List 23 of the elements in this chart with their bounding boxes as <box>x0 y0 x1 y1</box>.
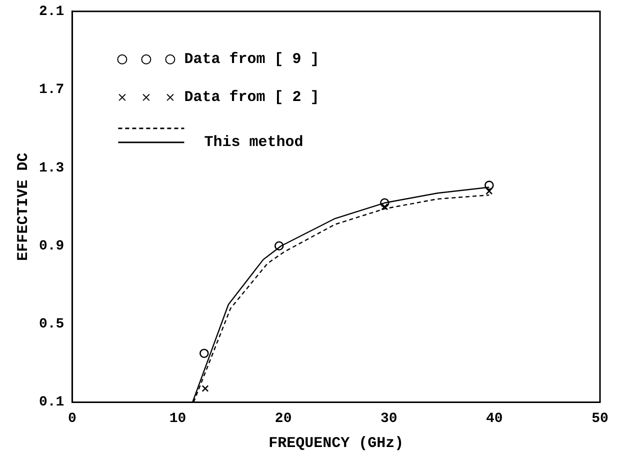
legend-label: This method <box>204 134 304 152</box>
legend-label: Data from [ 2 ] <box>184 89 320 106</box>
point <box>202 385 209 392</box>
y-tick-label: 2.1 <box>38 4 64 20</box>
y-tick-label: 1.3 <box>38 160 64 176</box>
point <box>200 348 209 358</box>
point <box>380 198 390 208</box>
x-tick-label: 10 <box>169 411 186 428</box>
point <box>381 203 388 210</box>
x-tick-label: 40 <box>486 411 503 428</box>
y-axis-title: EFFECTIVE DC <box>14 152 32 261</box>
legend-label: Data from [ 9 ] <box>184 51 320 68</box>
point <box>274 241 284 251</box>
x-tick-label: 20 <box>274 411 292 428</box>
x-tick-label: 0 <box>68 411 76 428</box>
x-tick-label: 30 <box>380 411 398 428</box>
y-tick-label: 1.7 <box>38 82 64 98</box>
x-axis-title: FREQUENCY (GHz) <box>268 434 404 452</box>
y-tick-label: 0.1 <box>38 394 64 411</box>
y-tick-label: 0.5 <box>38 316 64 333</box>
x-tick-label: 50 <box>592 411 608 428</box>
y-tick-label: 0.9 <box>38 238 64 254</box>
point <box>484 180 494 190</box>
